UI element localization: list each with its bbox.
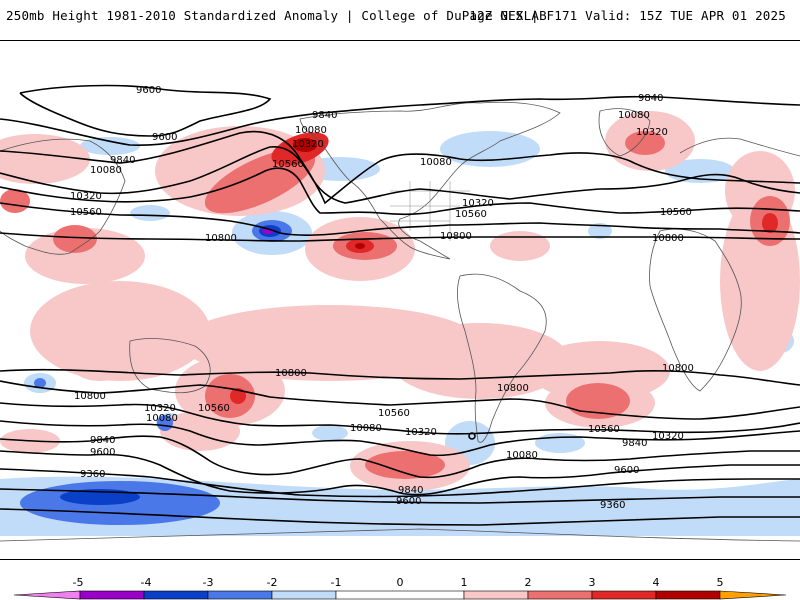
map-panel: 9600 9600 9840 10080 10320 10560 10800 1…: [0, 40, 800, 560]
colorbar-tick: -1: [331, 576, 342, 589]
colorbar-tick: 0: [397, 576, 404, 589]
contour-label: 10560: [588, 424, 620, 435]
colorbar-tick-labels: -5 -4 -3 -2 -1 0 1 2 3 4 5: [73, 576, 724, 589]
height-contours: [0, 84, 800, 526]
contour-label: 9600: [136, 85, 161, 96]
contour-label: 9840: [622, 438, 647, 449]
contour-label: 10800: [440, 231, 472, 242]
colorbar-tick: 1: [461, 576, 468, 589]
swatch-neg1: [271, 590, 337, 600]
contour-label: 10800: [662, 363, 694, 374]
contour-label: 9360: [600, 500, 625, 511]
swatch-pos5: [719, 590, 787, 600]
contour-label: 10800: [652, 233, 684, 244]
contour-label: 10080: [618, 110, 650, 121]
contour-label: 10080: [506, 450, 538, 461]
swatch-zero: [335, 590, 465, 600]
contour-label: 10560: [272, 159, 304, 170]
contour-label: 10320: [70, 191, 102, 202]
contour-label: 9840: [90, 435, 115, 446]
colorbar-tick: -2: [267, 576, 278, 589]
colorbar-tick: -5: [73, 576, 84, 589]
colorbar-tick: 2: [525, 576, 532, 589]
contour-label: 10320: [405, 427, 437, 438]
colorbar-svg: -5 -4 -3 -2 -1 0 1 2 3 4 5: [13, 576, 787, 600]
contour-label: 10800: [205, 233, 237, 244]
run-info: 12Z GFS | F171 Valid: 15Z TUE APR 01 202…: [469, 8, 786, 23]
contour-label: 9840: [312, 110, 337, 121]
swatch-neg3: [143, 590, 209, 600]
map-canvas: 9600 9600 9840 10080 10320 10560 10800 1…: [0, 84, 800, 542]
contour-label: 9360: [80, 469, 105, 480]
contour-label: 10800: [74, 391, 106, 402]
contour-label: 10320: [292, 139, 324, 150]
swatch-pos1: [463, 590, 529, 600]
contour-label: 10560: [198, 403, 230, 414]
swatch-pos2: [527, 590, 593, 600]
colorbar-tick: -4: [141, 576, 152, 589]
colorbar-tick: 5: [717, 576, 724, 589]
contour-label: 10080: [146, 413, 178, 424]
colorbar: -5 -4 -3 -2 -1 0 1 2 3 4 5: [0, 560, 800, 600]
swatch-pos4: [655, 590, 721, 600]
contour-label: 9600: [396, 496, 421, 507]
contour-label: 10320: [462, 198, 494, 209]
contour-label: 10320: [652, 431, 684, 442]
contour-label: 10800: [497, 383, 529, 394]
contour-label: 10560: [378, 408, 410, 419]
contour-labels: 9600 9600 9840 10080 10320 10560 10800 1…: [70, 85, 694, 511]
colorbar-swatches: [13, 590, 787, 600]
map-title: 250mb Height 1981-2010 Standardized Anom…: [6, 8, 547, 23]
header: 250mb Height 1981-2010 Standardized Anom…: [0, 0, 800, 40]
contour-label: 10080: [350, 423, 382, 434]
swatch-neg5: [13, 590, 81, 600]
contour-label: 10080: [90, 165, 122, 176]
contour-label: 10320: [636, 127, 668, 138]
contour-label: 10320: [144, 403, 176, 414]
contour-label: 10080: [420, 157, 452, 168]
contour-label: 9600: [614, 465, 639, 476]
contour-label: 9600: [90, 447, 115, 458]
contour-label: 10800: [275, 368, 307, 379]
contour-label: 9840: [110, 155, 135, 166]
colorbar-tick: 3: [589, 576, 596, 589]
colorbar-tick: -3: [203, 576, 214, 589]
contour-label: 10080: [295, 125, 327, 136]
contour-label: 10560: [455, 209, 487, 220]
contour-label: 9600: [152, 132, 177, 143]
contour-label: 9840: [398, 485, 423, 496]
swatch-neg4: [79, 590, 145, 600]
contour-label: 10560: [70, 207, 102, 218]
colorbar-tick: 4: [653, 576, 660, 589]
positive-anomaly-extreme: [293, 138, 365, 249]
political-boundaries: [390, 181, 470, 241]
contour-label: 9840: [638, 93, 663, 104]
swatch-neg2: [207, 590, 273, 600]
contour-label: 10560: [660, 207, 692, 218]
swatch-pos3: [591, 590, 657, 600]
